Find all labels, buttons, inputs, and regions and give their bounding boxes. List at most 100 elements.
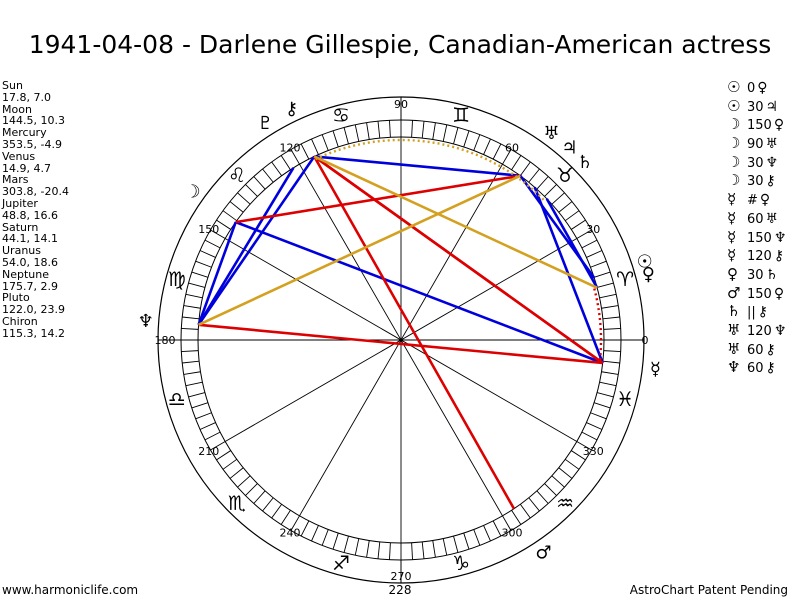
- degree-tick: [354, 124, 360, 142]
- aspect-planet-b-icon: ⚷: [765, 341, 776, 358]
- degree-tick: [581, 239, 598, 249]
- degree-tick: [311, 525, 319, 542]
- degree-tick: [593, 402, 611, 409]
- degree-tick: [483, 525, 491, 542]
- aspect-row: ☿ # ♀: [727, 190, 786, 209]
- parallel-arc: [593, 288, 603, 363]
- planet-name-mars: Mars: [2, 173, 29, 187]
- aspect-row: ♄ || ⚷: [727, 302, 786, 321]
- planet-value-moon: 144.5, 10.3: [2, 114, 65, 128]
- aries-icon: ♈: [616, 267, 634, 291]
- mercury-icon: ☿: [650, 359, 661, 380]
- aspect-planet-a-icon: ☿: [727, 227, 737, 246]
- degree-tick: [492, 143, 502, 160]
- aspect-planet-b-icon: ♆: [765, 154, 779, 171]
- degree-tick: [191, 402, 209, 409]
- aspect-planet-b-icon: ♀: [759, 192, 771, 209]
- capricorn-icon: ♑: [452, 551, 470, 575]
- aspect-line: [197, 167, 295, 326]
- degree-tick: [199, 250, 216, 258]
- aspect-row: ♅ 120 ♆: [727, 321, 786, 340]
- aspect-degree: #: [747, 193, 758, 209]
- aspect-degree: 150: [747, 230, 772, 246]
- planet-name-pluto: Pluto: [2, 291, 30, 305]
- degree-tick: [290, 149, 300, 165]
- degree-tick: [463, 532, 470, 550]
- degree-tick: [222, 210, 238, 222]
- degree-tick: [586, 422, 603, 430]
- pluto-icon: ♇: [257, 113, 273, 134]
- degree-tick: [492, 520, 502, 537]
- planet-value-chiron: 115.3, 14.2: [2, 326, 65, 340]
- degree-label-150: 150: [198, 223, 219, 236]
- aspect-line: [235, 174, 521, 224]
- aspect-degree: 30: [747, 267, 764, 283]
- degree-tick: [571, 219, 586, 230]
- degree-tick: [544, 184, 557, 197]
- aspect-line: [313, 155, 516, 510]
- degree-tick: [558, 201, 573, 213]
- virgo-icon: ♍: [168, 267, 186, 291]
- degree-tick: [528, 497, 540, 512]
- aspect-line: [545, 198, 599, 289]
- degree-tick: [262, 168, 274, 183]
- degree-tick: [571, 450, 586, 461]
- degree-tick: [536, 176, 549, 190]
- degree-tick: [188, 282, 206, 288]
- degree-tick: [593, 271, 611, 278]
- aspect-degree: 30: [747, 99, 764, 115]
- sun-icon: ☉: [637, 252, 653, 273]
- degree-tick: [389, 120, 391, 138]
- aspect-planet-b-icon: ♄: [765, 266, 779, 283]
- degree-label-120: 120: [280, 142, 301, 155]
- aspect-line: [314, 155, 521, 178]
- degree-tick: [245, 184, 258, 197]
- degree-tick: [581, 431, 598, 441]
- degree-tick: [442, 124, 448, 142]
- aspect-planet-b-icon: ♀: [757, 80, 768, 96]
- aspect-degree: 30: [747, 155, 764, 171]
- aspect-degree: ||: [747, 305, 756, 321]
- degree-tick: [551, 475, 565, 488]
- aspect-degree: 150: [747, 118, 772, 134]
- aspect-row: ☽ 30 ⚷: [727, 171, 786, 190]
- degree-label-0: 0: [642, 334, 649, 347]
- degree-tick: [596, 282, 614, 288]
- taurus-icon: ♉: [556, 163, 574, 187]
- degree-tick: [601, 371, 619, 375]
- degree-tick: [586, 250, 603, 258]
- degree-tick: [311, 138, 319, 155]
- aspect-row: ☿ 60 ♅: [727, 209, 786, 228]
- degree-tick: [191, 271, 209, 278]
- aspect-planet-a-icon: ♀: [727, 264, 738, 283]
- degree-tick: [599, 381, 617, 387]
- degree-tick: [183, 371, 201, 375]
- venus-icon: ♀: [642, 264, 655, 285]
- degree-tick: [377, 121, 381, 139]
- degree-tick: [519, 503, 531, 519]
- aspect-planet-b-icon: ♀: [773, 285, 785, 302]
- aspect-row: ☿ 120 ⚷: [727, 246, 786, 265]
- aquarius-icon: ♒: [556, 491, 574, 515]
- degree-label-extra: 228: [389, 583, 412, 597]
- planet-value-uranus: 54.0, 18.6: [2, 255, 58, 269]
- house-axis-line: [224, 238, 578, 442]
- degree-tick: [590, 412, 607, 420]
- planet-value-mars: 303.8, -20.4: [2, 185, 69, 199]
- degree-tick: [181, 350, 199, 352]
- planet-value-saturn: 44.1, 14.1: [2, 232, 58, 246]
- degree-tick: [421, 541, 425, 559]
- degree-tick: [473, 134, 481, 151]
- degree-tick: [216, 450, 231, 461]
- planet-value-jupiter: 48.8, 16.6: [2, 208, 58, 222]
- aspect-planet-a-icon: ☿: [727, 208, 737, 227]
- degree-tick: [432, 122, 436, 140]
- scorpio-icon: ♏: [228, 491, 246, 515]
- degree-tick: [245, 483, 258, 496]
- planet-name-mercury: Mercury: [2, 126, 47, 140]
- aspect-planet-b-icon: ♅: [765, 136, 779, 153]
- mars-icon: ♂: [535, 543, 551, 564]
- aspect-row: ☽ 150 ♀: [727, 115, 786, 134]
- aspect-planet-b-icon: ⚷: [765, 360, 776, 377]
- degree-tick: [253, 176, 266, 190]
